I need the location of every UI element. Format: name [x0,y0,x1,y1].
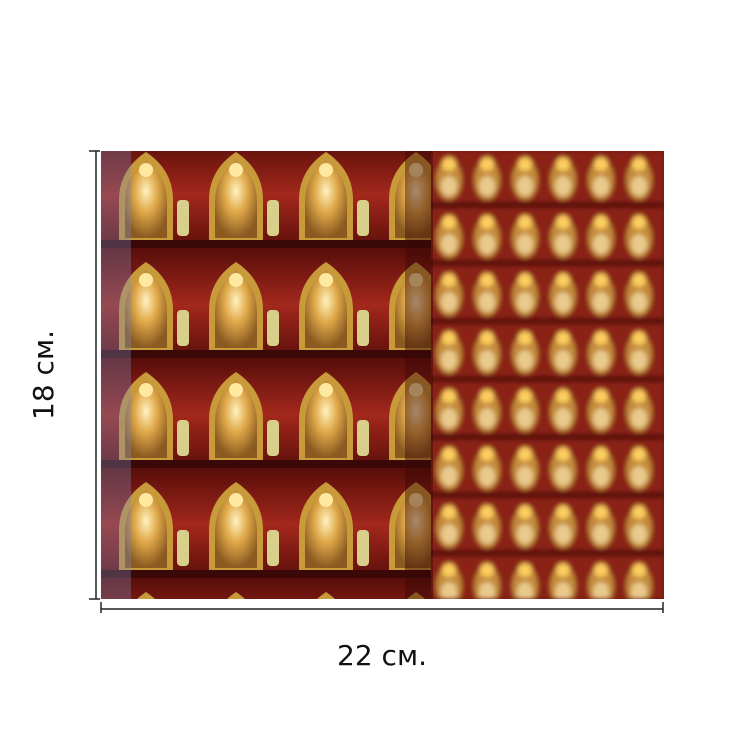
photo [101,151,664,599]
width-label: 22 см. [337,639,427,672]
dimension-lines [89,150,664,613]
height-label: 18 см. [27,330,60,420]
